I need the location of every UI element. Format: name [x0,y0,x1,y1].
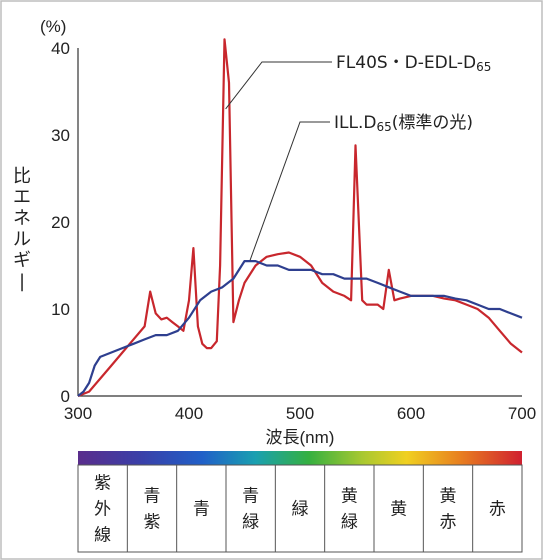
band-label-char: 赤 [440,513,457,533]
annotation-fl40s: FL40S・D-EDL-D65 [336,53,491,74]
y-axis-title-char: ネ [13,208,31,229]
x-tick-label: 300 [64,404,92,423]
band-label-char: 黄 [341,487,358,507]
y-tick-label: 0 [61,387,70,406]
band-label-char: 赤 [489,500,506,520]
y-axis-title-char: ギ [13,250,31,271]
series-line-fl40s [77,38,523,398]
y-tick-label: 40 [51,39,70,58]
y-axis-title-char: | [19,271,25,292]
y-axis-title-char: 比 [13,166,31,187]
band-label-char: 青 [242,487,259,507]
band-label: 緑 [292,500,309,520]
band-label-char: 黄 [390,500,407,520]
band-label: 黄緑 [341,487,358,533]
band-label-char: 黄 [440,487,457,507]
band-label-char: 外 [94,500,111,520]
band-label-char: 緑 [242,513,259,533]
band-label-char: 紫 [94,474,111,494]
series-annotations: FL40S・D-EDL-D65 ILL.D65(標準の光) [225,53,491,261]
y-axis-title-char: ル [13,229,31,250]
band-label-char: 青 [193,500,210,520]
band-label-char: 紫 [144,513,161,533]
chart-series [77,38,523,398]
y-tick-label: 10 [51,300,70,319]
band-label: 青 [193,500,210,520]
band-label-char: 青 [144,487,161,507]
series-line-d65 [77,260,523,397]
y-axis-title-char: エ [13,187,31,208]
x-tick-label: 600 [397,404,425,423]
band-label-char: 緑 [341,513,358,533]
y-tick-labels: 0 10 20 30 40 [51,39,70,406]
annotation-leader-fl40s [225,61,332,110]
band-label-char: 線 [94,526,111,546]
x-tick-label: 500 [286,404,314,423]
annotation-leader-d65 [249,121,330,261]
x-tick-label: 700 [508,404,536,423]
band-label: 紫外線 [94,474,111,546]
band-label: 青緑 [242,487,259,533]
band-frame [77,464,523,553]
band-label: 赤 [489,500,506,520]
y-tick-label: 30 [51,126,70,145]
x-tick-label: 400 [175,404,203,423]
band-label: 黄 [390,500,407,520]
x-axis-title: 波長(nm) [266,428,335,447]
y-unit-label: (%) [40,17,66,36]
spectrum-color-bar [78,451,522,465]
annotation-d65: ILL.D65(標準の光) [334,113,473,134]
band-label: 黄赤 [440,487,457,533]
band-label-char: 緑 [292,500,309,520]
y-tick-label: 20 [51,213,70,232]
x-tick-labels: 300 400 500 600 700 [64,404,536,423]
band-label: 青紫 [144,487,161,533]
